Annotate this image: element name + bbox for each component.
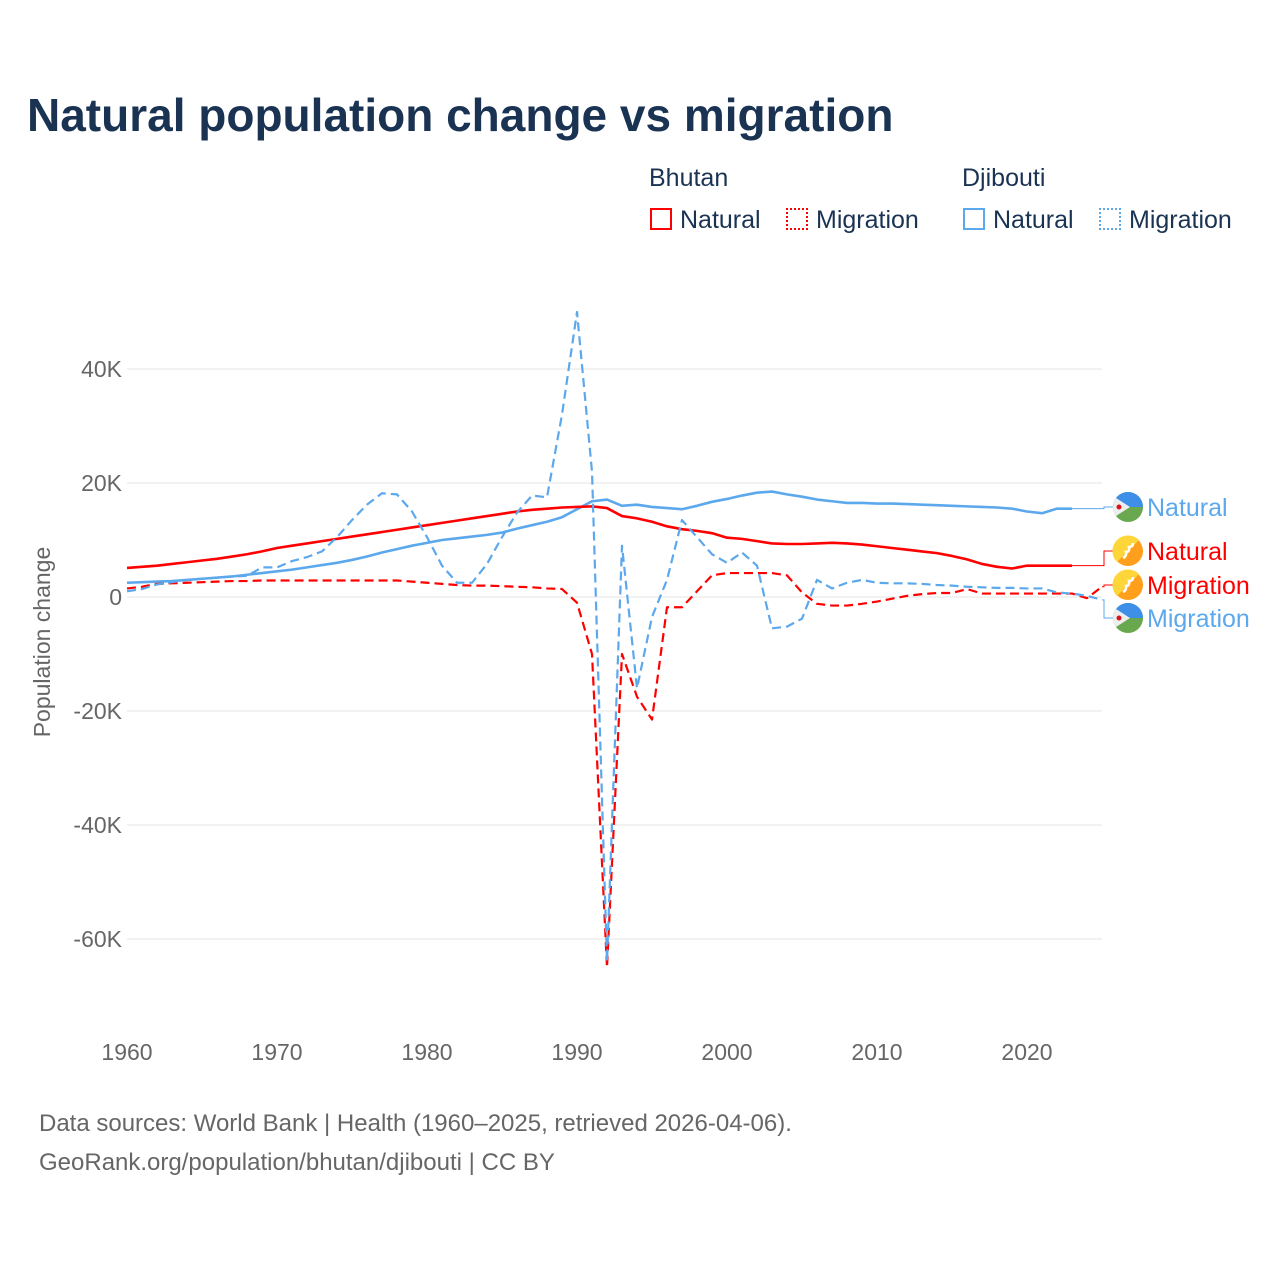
y-tick-label: -60K bbox=[73, 926, 122, 952]
legend-group-bhutan: Bhutan bbox=[649, 164, 729, 192]
flag-part bbox=[1112, 535, 1139, 562]
legend-item-bhutan-natural[interactable]: Natural bbox=[680, 206, 761, 234]
series-end-label: Migration bbox=[1147, 572, 1250, 600]
x-tick-label: 1990 bbox=[551, 1039, 602, 1065]
flag-dragon bbox=[1122, 542, 1135, 560]
legend-group-djibouti: Djibouti bbox=[962, 164, 1046, 192]
series-end-label: Natural bbox=[1147, 538, 1228, 566]
legend-swatch-djibouti-migration bbox=[1099, 208, 1121, 230]
series-line-bhutan-natural bbox=[126, 505, 1072, 570]
series-line-djibouti-migration bbox=[126, 310, 1103, 963]
x-tick-label: 2000 bbox=[701, 1039, 752, 1065]
label-connector bbox=[1072, 506, 1113, 510]
x-tick-label: 1970 bbox=[251, 1039, 302, 1065]
legend-item-djibouti-natural[interactable]: Natural bbox=[993, 206, 1074, 234]
legend-item-bhutan-migration[interactable]: Migration bbox=[816, 206, 919, 234]
legend-swatch-bhutan-migration bbox=[786, 208, 808, 230]
legend-item-djibouti-migration[interactable]: Migration bbox=[1129, 206, 1232, 234]
label-connector bbox=[1102, 599, 1113, 619]
x-tick-label: 2020 bbox=[1001, 1039, 1052, 1065]
series-end-label: Natural bbox=[1147, 494, 1228, 522]
y-tick-label: -20K bbox=[73, 698, 122, 724]
y-tick-label: 0 bbox=[109, 584, 122, 610]
y-tick-label: -40K bbox=[73, 812, 122, 838]
flag-dragon bbox=[1122, 576, 1135, 594]
series-end-label: Migration bbox=[1147, 605, 1250, 633]
footer-link[interactable]: GeoRank.org/population/bhutan/djibouti |… bbox=[39, 1149, 555, 1176]
x-tick-label: 1960 bbox=[101, 1039, 152, 1065]
series-line-djibouti-natural bbox=[126, 490, 1072, 585]
flag-star bbox=[1116, 504, 1122, 510]
flag-part bbox=[1112, 569, 1139, 596]
series-line-bhutan-migration bbox=[126, 571, 1103, 969]
label-connector bbox=[1102, 584, 1113, 588]
label-connector bbox=[1072, 550, 1113, 567]
x-tick-label: 1980 bbox=[401, 1039, 452, 1065]
y-tick-label: 40K bbox=[81, 356, 123, 382]
legend-swatch-djibouti-natural bbox=[963, 208, 985, 230]
legend-swatch-bhutan-natural bbox=[650, 208, 672, 230]
x-tick-label: 2010 bbox=[851, 1039, 902, 1065]
flag-star bbox=[1116, 615, 1122, 621]
y-axis-label: Population change bbox=[29, 547, 55, 738]
chart-title: Natural population change vs migration bbox=[27, 89, 894, 141]
footer-source: Data sources: World Bank | Health (1960–… bbox=[39, 1110, 792, 1137]
y-tick-label: 20K bbox=[81, 470, 123, 496]
